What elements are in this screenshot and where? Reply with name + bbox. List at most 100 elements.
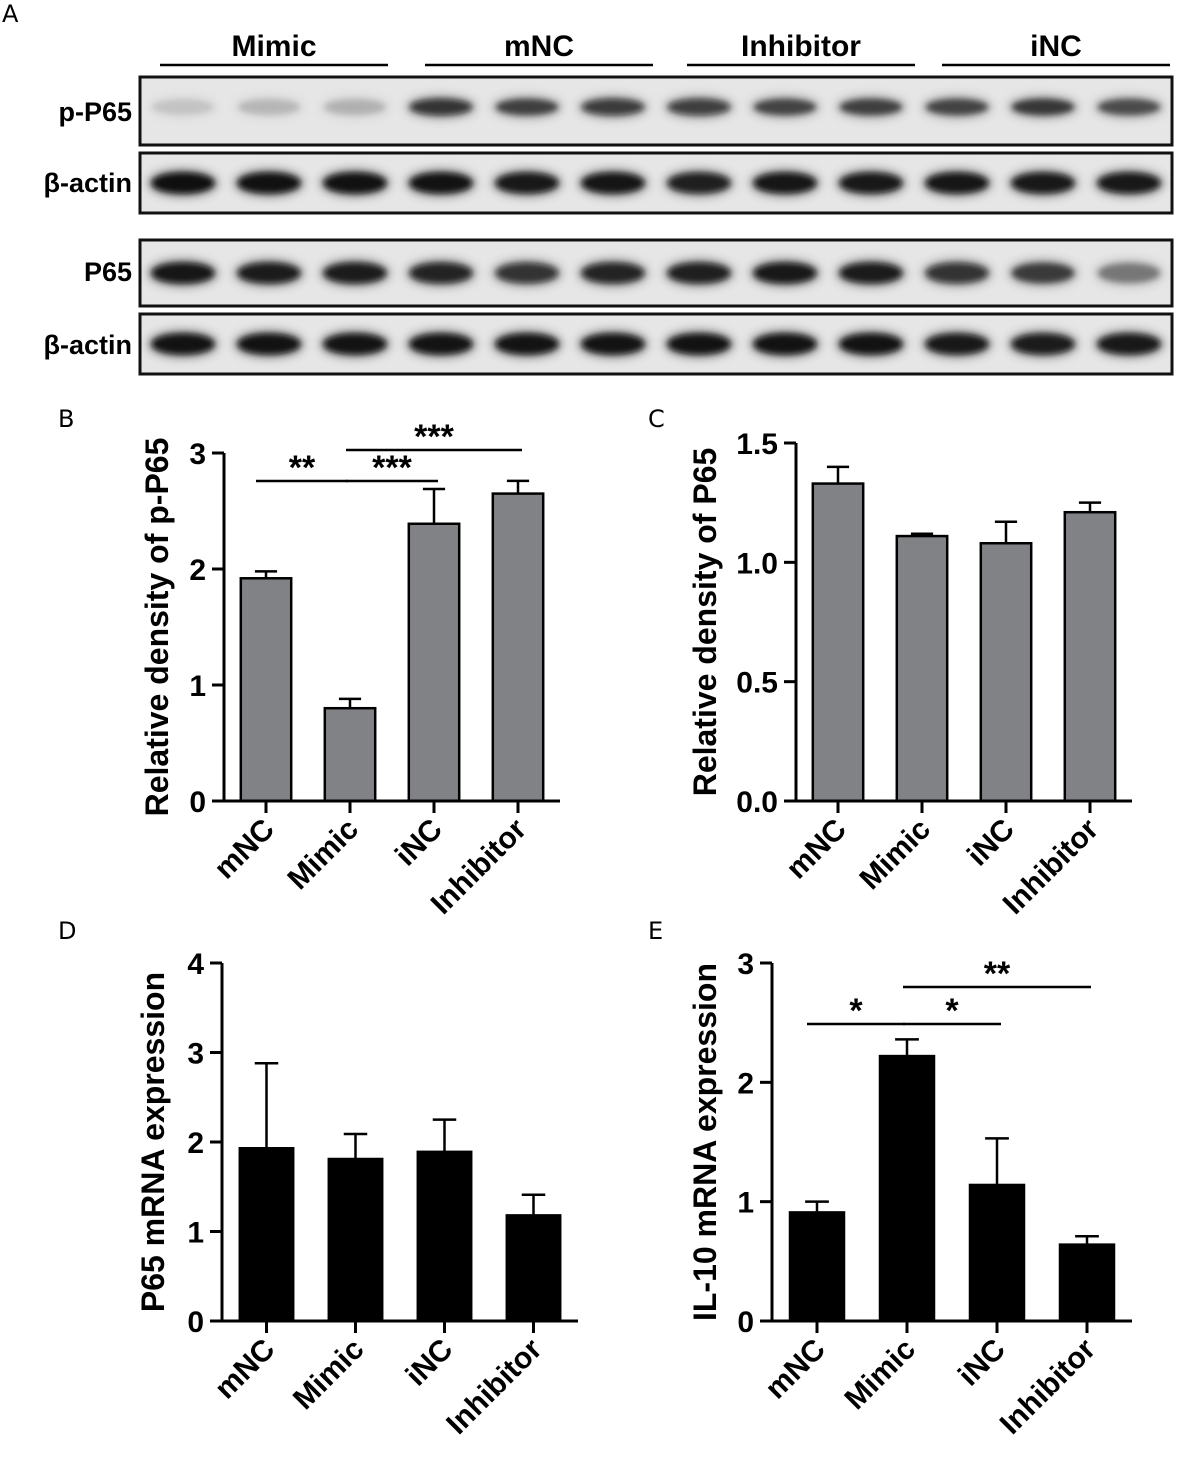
panel-label: B bbox=[58, 405, 74, 433]
bar-chart-e: E IL-10 mRNA expression 0 1 2 3 mNC Mimic iNCInh… bbox=[648, 917, 1132, 1441]
blot-band bbox=[668, 334, 730, 354]
blot-band bbox=[238, 99, 300, 115]
y-tick-label: 2 bbox=[189, 554, 206, 587]
y-axis-label: IL-10 mRNA expression bbox=[687, 963, 723, 1321]
blot-band bbox=[668, 263, 730, 283]
y-tick-label: 1 bbox=[737, 1187, 754, 1220]
blot-band bbox=[668, 99, 730, 115]
blot-band bbox=[1012, 99, 1074, 115]
y-tick-label: 1.0 bbox=[736, 547, 778, 580]
blot-strip bbox=[138, 238, 1174, 308]
blot-band bbox=[1098, 334, 1160, 354]
y-axis-label: Relative density of p-P65 bbox=[139, 438, 175, 817]
significance-label: ** bbox=[289, 449, 316, 487]
blot-band bbox=[410, 173, 472, 193]
blot-band bbox=[496, 334, 558, 354]
blot-band bbox=[754, 334, 816, 354]
x-tick-label: iNC bbox=[961, 813, 1021, 873]
bar bbox=[1063, 510, 1117, 803]
y-tick-label: 2 bbox=[187, 1127, 204, 1160]
blot-band bbox=[582, 99, 644, 115]
blot-band bbox=[152, 99, 214, 115]
y-tick-label: 0 bbox=[187, 1306, 204, 1339]
blot-band bbox=[754, 173, 816, 193]
blot-band bbox=[582, 263, 644, 283]
blot-group-label: Mimic bbox=[231, 30, 316, 63]
bar bbox=[895, 534, 949, 803]
blot-band bbox=[324, 173, 386, 193]
panel-label-a: A bbox=[2, 0, 19, 28]
blot-bands bbox=[138, 75, 1174, 376]
x-tick-label: mNC bbox=[209, 1333, 282, 1406]
blot-row-label: β-actin bbox=[44, 330, 133, 360]
blot-band bbox=[410, 334, 472, 354]
blot-group-headers: Mimic mNC Inhibitor iNC bbox=[160, 30, 1170, 67]
significance-label: * bbox=[849, 992, 863, 1030]
x-tick-label: Mimic bbox=[838, 1333, 921, 1416]
significance-label: *** bbox=[414, 418, 454, 456]
blot-band bbox=[1098, 99, 1160, 115]
bar bbox=[878, 1054, 936, 1323]
blot-group-label: iNC bbox=[1030, 30, 1082, 63]
blot-row-labels: p-P65 β-actin P65 β-actin bbox=[44, 97, 133, 360]
x-tick-label: Mimic bbox=[281, 813, 364, 896]
bar bbox=[1058, 1243, 1116, 1323]
panel-label: D bbox=[58, 917, 76, 945]
significance-label: *** bbox=[372, 449, 412, 487]
blot-band bbox=[926, 173, 988, 193]
blot-band bbox=[238, 263, 300, 283]
x-tick-label: Mimic bbox=[853, 813, 936, 896]
blot-band bbox=[152, 263, 214, 283]
bar bbox=[239, 577, 293, 803]
y-tick-label: 2 bbox=[737, 1067, 754, 1100]
x-tick-label: iNC bbox=[400, 1333, 460, 1393]
blot-band bbox=[840, 173, 902, 193]
blot-panel: A Mimic mNC Inhibitor iNC p-P65 β-actin P65 β-… bbox=[2, 0, 1174, 376]
bar bbox=[979, 541, 1033, 803]
blot-band bbox=[754, 263, 816, 283]
bar bbox=[811, 482, 865, 803]
blot-band bbox=[754, 99, 816, 115]
blot-band bbox=[840, 263, 902, 283]
bar bbox=[238, 1147, 295, 1323]
blot-band bbox=[926, 99, 988, 115]
blot-band bbox=[668, 173, 730, 193]
bar bbox=[327, 1157, 384, 1323]
blot-band bbox=[1098, 173, 1160, 193]
y-tick-label: 1 bbox=[189, 670, 206, 703]
y-axis-label: Relative density of P65 bbox=[687, 448, 723, 797]
blot-band bbox=[238, 334, 300, 354]
blot-band bbox=[582, 173, 644, 193]
blot-band bbox=[926, 263, 988, 283]
blot-band bbox=[496, 99, 558, 115]
blot-band bbox=[496, 173, 558, 193]
y-axis-label: P65 mRNA expression bbox=[135, 972, 171, 1312]
blot-band bbox=[496, 263, 558, 283]
panel-label: E bbox=[648, 917, 663, 945]
blot-strip bbox=[138, 75, 1174, 147]
blot-band bbox=[324, 334, 386, 354]
blot-band bbox=[926, 334, 988, 354]
y-tick-label: 3 bbox=[187, 1038, 204, 1071]
x-tick-label: Inhibitor bbox=[994, 1332, 1102, 1440]
blot-band bbox=[840, 99, 902, 115]
blot-band bbox=[152, 173, 214, 193]
y-tick-label: 0.0 bbox=[736, 786, 778, 819]
blot-strip bbox=[138, 151, 1174, 215]
bar-chart-c: C Relative density of P65 0.0 0.5 1.0 1.5 mNC M… bbox=[648, 405, 1132, 921]
bar bbox=[407, 522, 461, 803]
x-tick-label: mNC bbox=[759, 1333, 832, 1406]
y-tick-label: 0 bbox=[189, 786, 206, 819]
x-tick-label: Mimic bbox=[287, 1333, 370, 1416]
blot-band bbox=[410, 263, 472, 283]
significance-label: ** bbox=[984, 955, 1011, 993]
x-tick-label: iNC bbox=[952, 1333, 1012, 1393]
blot-strip bbox=[138, 312, 1174, 376]
x-tick-label: iNC bbox=[389, 813, 449, 873]
blot-band bbox=[324, 263, 386, 283]
blot-group-label: mNC bbox=[504, 30, 574, 63]
blot-band bbox=[1012, 173, 1074, 193]
panel-label: C bbox=[648, 405, 665, 433]
